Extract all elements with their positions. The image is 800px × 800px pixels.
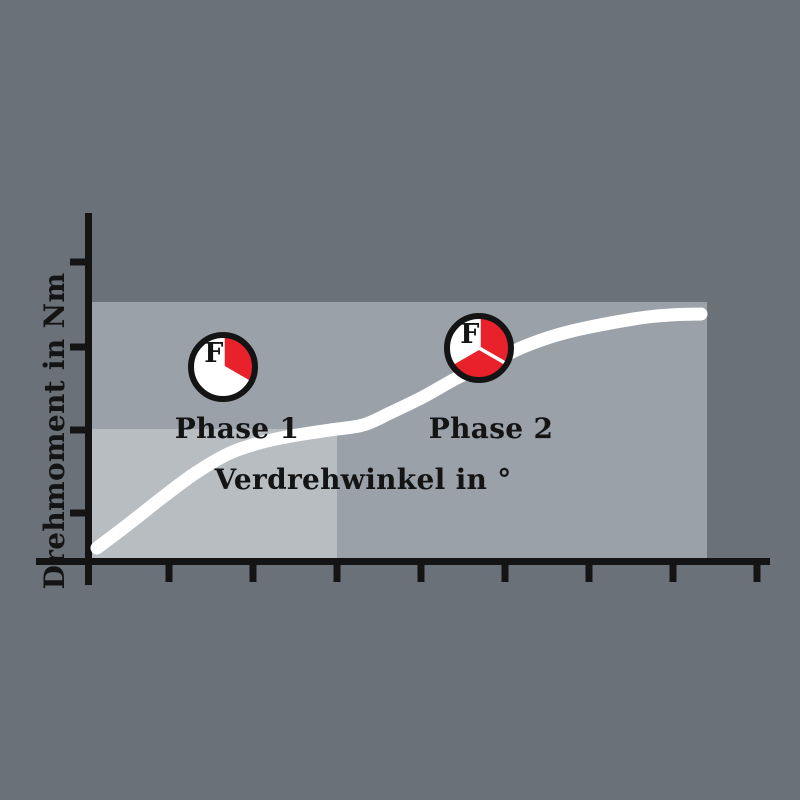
phase-2-label: Phase 2 (429, 412, 553, 445)
torque-curve (90, 307, 708, 555)
shaded-regions (91, 302, 707, 558)
y-tick (70, 258, 92, 266)
y-tick (70, 509, 92, 517)
x-tick (501, 565, 509, 582)
pie-force-letter: F (204, 338, 223, 369)
y-axis-line (85, 213, 92, 585)
x-axis-line (36, 558, 770, 565)
y-tick (70, 426, 92, 434)
pie-ring (444, 313, 514, 383)
force-pie-icons: FF (188, 313, 514, 402)
x-tick (585, 565, 593, 582)
x-tick (669, 565, 677, 582)
x-tick (753, 565, 761, 582)
force-pie-icon-two-thirds-red: F (444, 313, 514, 383)
y-tick (70, 343, 92, 351)
y-axis-label: Drehmoment in Nm (38, 273, 71, 590)
x-tick (333, 565, 341, 582)
x-tick (165, 565, 173, 582)
x-tick (417, 565, 425, 582)
force-pie-icon-one-third-red: F (188, 332, 258, 402)
phase-1-label: Phase 1 (175, 412, 299, 445)
x-tick (249, 565, 257, 582)
phase-1-region (91, 429, 337, 558)
x-axis-label: Verdrehwinkel in ° (213, 463, 511, 496)
pie-force-letter: F (460, 319, 479, 350)
axes (36, 213, 770, 585)
pie-ring (188, 332, 258, 402)
